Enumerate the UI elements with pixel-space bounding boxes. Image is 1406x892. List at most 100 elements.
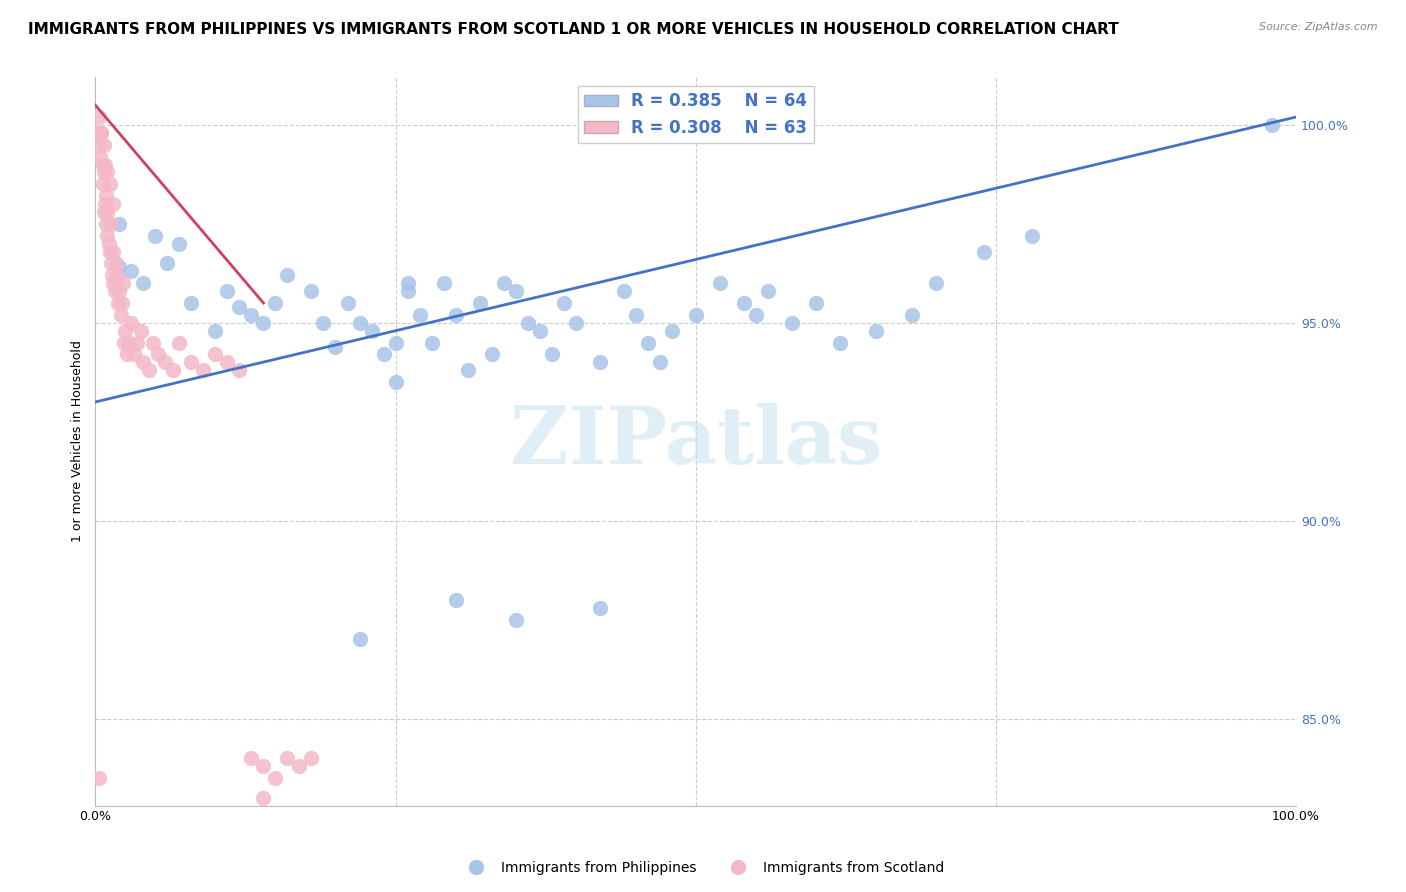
- Point: [228, 300, 250, 314]
- Point: [180, 296, 202, 310]
- Point: [97, 236, 120, 251]
- Point: [252, 316, 274, 330]
- Point: [373, 347, 395, 361]
- Point: [93, 165, 115, 179]
- Point: [780, 316, 803, 330]
- Point: [122, 347, 145, 361]
- Point: [529, 324, 551, 338]
- Point: [804, 296, 827, 310]
- Point: [276, 751, 298, 765]
- Point: [114, 324, 136, 338]
- Point: [444, 592, 467, 607]
- Point: [637, 335, 659, 350]
- Point: [217, 355, 239, 369]
- Point: [87, 110, 110, 124]
- Point: [108, 284, 131, 298]
- Point: [132, 277, 155, 291]
- Point: [103, 244, 125, 259]
- Point: [288, 759, 311, 773]
- Legend: Immigrants from Philippines, Immigrants from Scotland: Immigrants from Philippines, Immigrants …: [457, 855, 949, 880]
- Point: [588, 600, 610, 615]
- Point: [432, 277, 454, 291]
- Point: [733, 296, 755, 310]
- Point: [169, 236, 191, 251]
- Point: [745, 308, 768, 322]
- Point: [756, 284, 779, 298]
- Point: [685, 308, 707, 322]
- Point: [96, 217, 118, 231]
- Point: [312, 316, 335, 330]
- Point: [146, 347, 169, 361]
- Point: [349, 316, 371, 330]
- Point: [709, 277, 731, 291]
- Point: [204, 347, 226, 361]
- Point: [94, 197, 117, 211]
- Point: [156, 256, 179, 270]
- Point: [240, 308, 263, 322]
- Point: [865, 324, 887, 338]
- Point: [252, 790, 274, 805]
- Point: [120, 316, 142, 330]
- Point: [588, 355, 610, 369]
- Point: [138, 363, 160, 377]
- Text: IMMIGRANTS FROM PHILIPPINES VS IMMIGRANTS FROM SCOTLAND 1 OR MORE VEHICLES IN HO: IMMIGRANTS FROM PHILIPPINES VS IMMIGRANT…: [28, 22, 1119, 37]
- Point: [648, 355, 671, 369]
- Point: [349, 632, 371, 647]
- Point: [87, 771, 110, 785]
- Point: [98, 178, 121, 192]
- Point: [540, 347, 562, 361]
- Point: [90, 126, 112, 140]
- Point: [457, 363, 479, 377]
- Point: [1261, 118, 1284, 132]
- Point: [87, 126, 110, 140]
- Point: [301, 284, 323, 298]
- Point: [104, 256, 127, 270]
- Point: [93, 205, 115, 219]
- Point: [505, 284, 527, 298]
- Point: [129, 324, 152, 338]
- Point: [93, 137, 115, 152]
- Point: [110, 308, 132, 322]
- Point: [87, 137, 110, 152]
- Point: [1021, 228, 1043, 243]
- Point: [98, 244, 121, 259]
- Point: [100, 217, 122, 231]
- Point: [96, 189, 118, 203]
- Y-axis label: 1 or more Vehicles in Household: 1 or more Vehicles in Household: [72, 341, 84, 542]
- Point: [252, 759, 274, 773]
- Point: [661, 324, 683, 338]
- Point: [142, 335, 165, 350]
- Point: [103, 277, 125, 291]
- Point: [101, 268, 124, 283]
- Point: [103, 197, 125, 211]
- Point: [118, 335, 141, 350]
- Point: [89, 150, 111, 164]
- Point: [162, 363, 184, 377]
- Point: [96, 228, 118, 243]
- Point: [396, 277, 419, 291]
- Point: [505, 613, 527, 627]
- Point: [91, 157, 114, 171]
- Point: [516, 316, 538, 330]
- Point: [240, 751, 263, 765]
- Point: [169, 335, 191, 350]
- Point: [264, 296, 287, 310]
- Point: [111, 296, 134, 310]
- Point: [384, 375, 406, 389]
- Point: [108, 217, 131, 231]
- Point: [481, 347, 503, 361]
- Point: [276, 268, 298, 283]
- Point: [105, 268, 128, 283]
- Point: [973, 244, 995, 259]
- Point: [112, 335, 135, 350]
- Point: [90, 126, 112, 140]
- Point: [624, 308, 647, 322]
- Point: [828, 335, 851, 350]
- Point: [492, 277, 515, 291]
- Point: [180, 355, 202, 369]
- Point: [325, 340, 347, 354]
- Point: [217, 284, 239, 298]
- Point: [111, 277, 134, 291]
- Point: [94, 157, 117, 171]
- Legend: R = 0.385    N = 64, R = 0.308    N = 63: R = 0.385 N = 64, R = 0.308 N = 63: [578, 86, 814, 144]
